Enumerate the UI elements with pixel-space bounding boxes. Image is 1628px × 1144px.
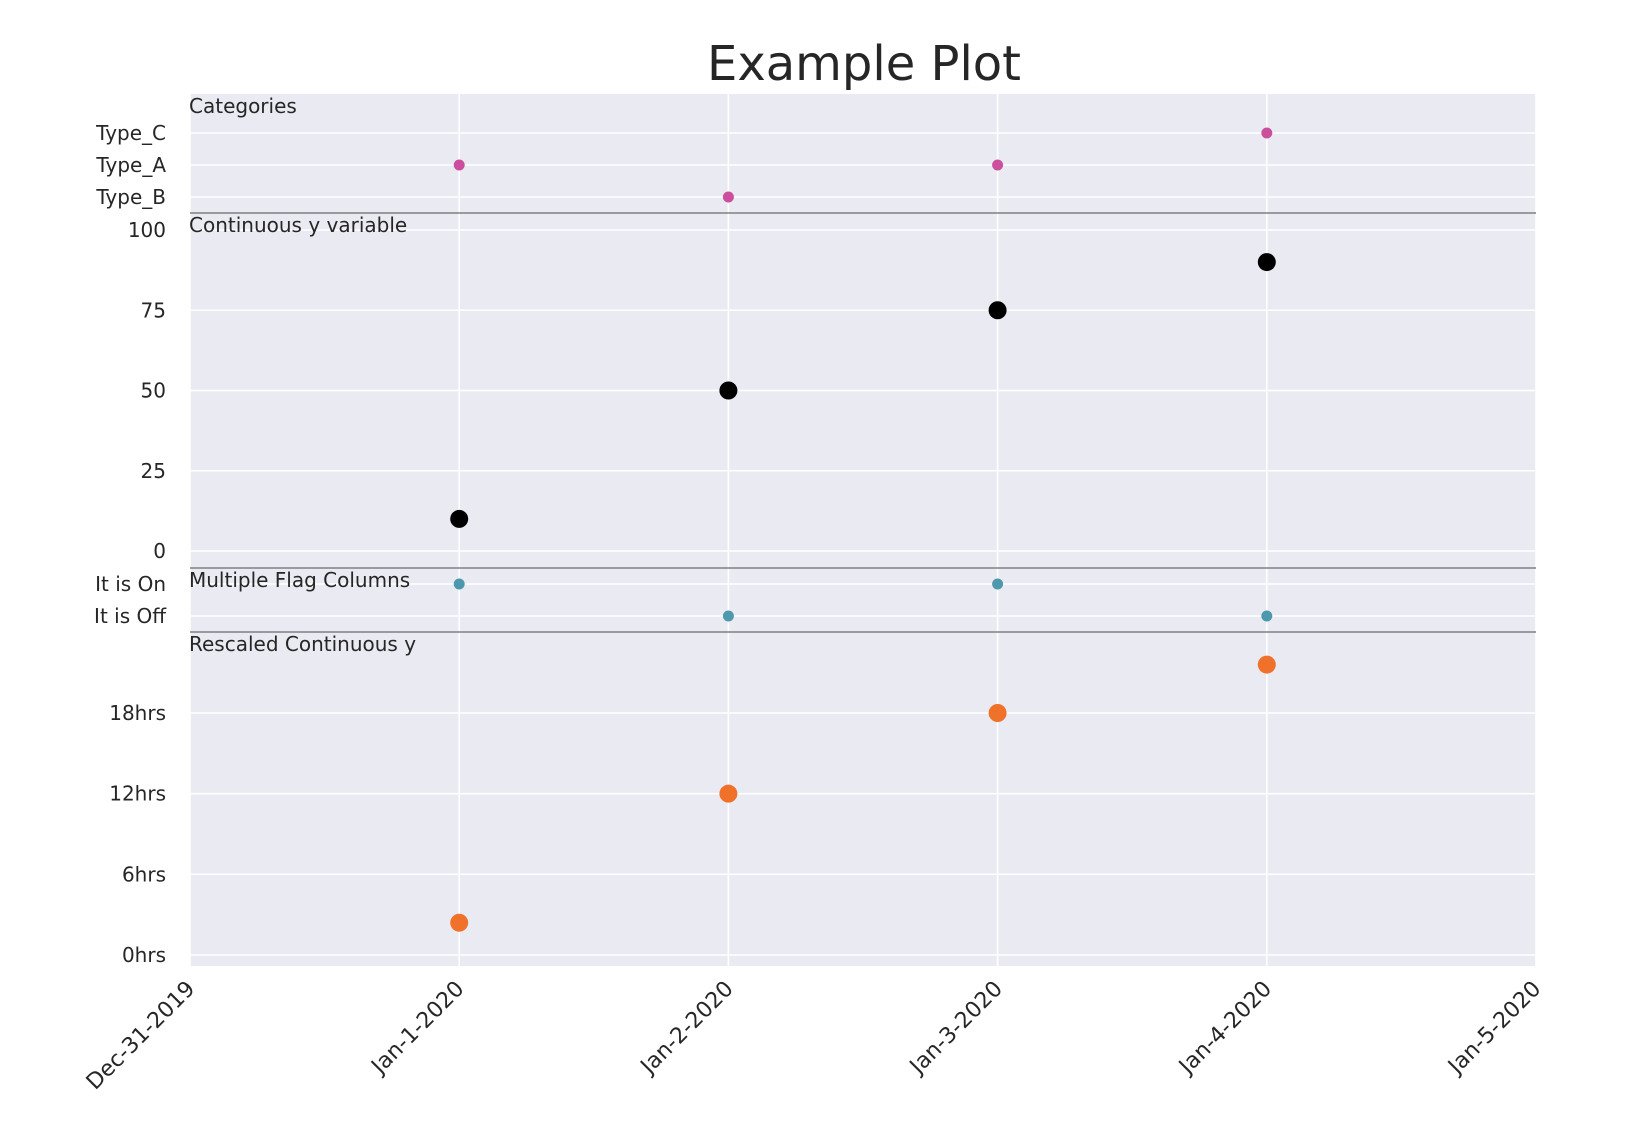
- y-tick-label: 75: [141, 298, 166, 322]
- data-point: [453, 159, 465, 171]
- data-point: [722, 610, 734, 622]
- data-point: [1257, 253, 1276, 272]
- data-point: [1261, 127, 1273, 139]
- data-point: [988, 301, 1007, 320]
- x-tick-label: Jan-1-2020: [366, 977, 470, 1081]
- y-tick-label: It is On: [95, 572, 166, 596]
- data-point: [992, 159, 1004, 171]
- data-point: [988, 704, 1007, 722]
- x-tick-label: Jan-5-2020: [1442, 977, 1546, 1081]
- data-point: [1261, 610, 1273, 622]
- data-point: [992, 578, 1004, 590]
- y-tick-label: Type_C: [95, 121, 166, 145]
- data-point: [719, 381, 738, 400]
- y-tick-label: 6hrs: [122, 862, 166, 886]
- plot-background: [190, 94, 1536, 966]
- panel-label: Multiple Flag Columns: [189, 568, 410, 592]
- panel-label: Continuous y variable: [189, 213, 407, 237]
- y-tick-label: 50: [141, 379, 166, 403]
- panel-label: Rescaled Continuous y: [189, 632, 416, 656]
- y-tick-label: Type_A: [95, 153, 166, 177]
- data-point: [722, 191, 734, 203]
- y-tick-label: 0: [153, 539, 166, 563]
- data-point: [450, 913, 469, 932]
- y-tick-label: 100: [128, 218, 166, 242]
- data-point: [453, 578, 465, 590]
- x-tick-label: Jan-2-2020: [635, 977, 739, 1081]
- y-tick-label: 25: [141, 459, 166, 483]
- data-point: [1257, 655, 1276, 674]
- panel-label: Categories: [189, 94, 297, 118]
- y-tick-label: Type_B: [95, 185, 166, 209]
- plot-area: Type_C Type_A Type_B Categories 100 75 50 25 0 Co…: [82, 94, 1546, 1095]
- data-point: [719, 784, 738, 803]
- x-tick-label: Jan-3-2020: [904, 977, 1008, 1081]
- y-tick-label: It is Off: [94, 604, 167, 628]
- data-point: [450, 509, 469, 528]
- y-tick-label: 18hrs: [109, 701, 166, 725]
- x-tick-label: Dec-31-2019: [82, 977, 200, 1095]
- y-tick-label: 0hrs: [122, 943, 166, 967]
- y-tick-label: 12hrs: [109, 782, 166, 806]
- x-tick-label: Jan-4-2020: [1173, 977, 1277, 1081]
- chart-title: Example Plot: [707, 36, 1021, 92]
